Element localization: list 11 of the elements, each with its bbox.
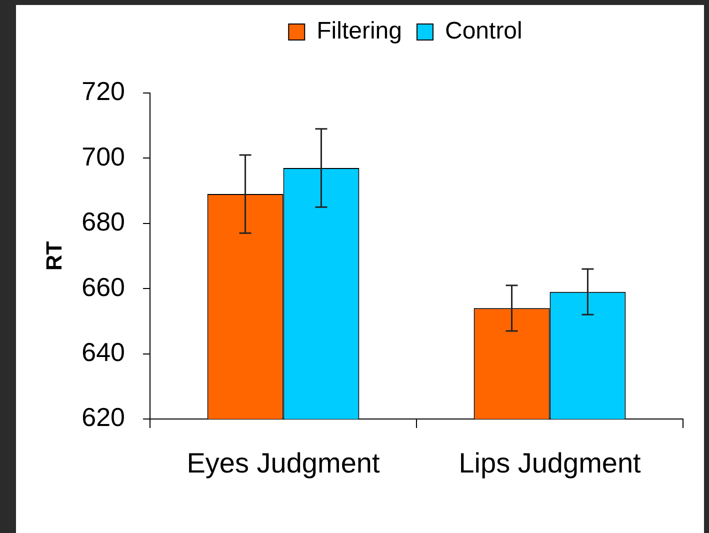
y-tick-label: 680 — [82, 206, 125, 237]
y-tick-label: 620 — [82, 402, 125, 432]
legend-label: Filtering — [316, 18, 402, 45]
y-tick-label: 720 — [82, 76, 125, 106]
x-tick-label: Eyes Judgment — [186, 448, 380, 479]
y-tick-label: 660 — [82, 272, 125, 302]
y-axis-title: RT — [41, 240, 66, 271]
y-tick-label: 700 — [82, 141, 125, 172]
legend-label: Control — [444, 18, 522, 45]
y-tick-label: 640 — [82, 336, 125, 367]
x-tick-label: Lips Judgment — [458, 448, 642, 479]
